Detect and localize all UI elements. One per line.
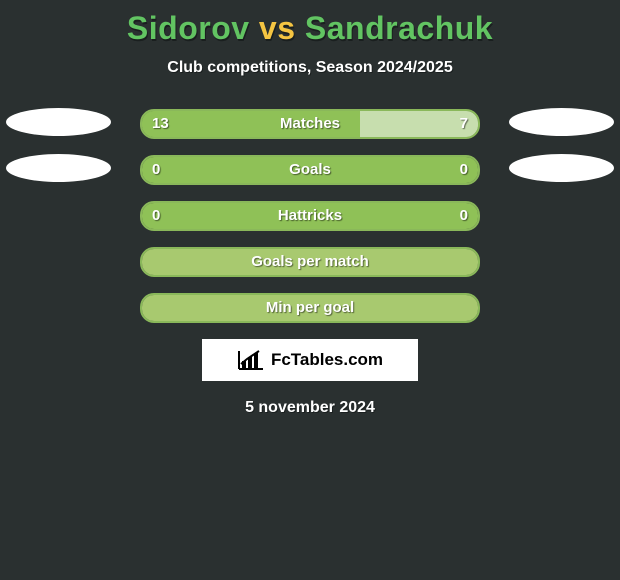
comparison-infographic: Sidorov vs Sandrachuk Club competitions,… — [0, 0, 620, 580]
stat-bar: Goals per match — [140, 247, 480, 277]
stat-label: Goals per match — [142, 249, 478, 275]
branding-text: FcTables.com — [271, 350, 383, 370]
snapshot-date: 5 november 2024 — [0, 399, 620, 417]
stat-row: Goals per match — [0, 247, 620, 273]
chart-icon — [237, 349, 265, 371]
stats-chart: 137Matches 00Goals 00Hattricks Goals per ma… — [0, 109, 620, 319]
stat-label: Hattricks — [142, 203, 478, 229]
player2-name: Sandrachuk — [305, 10, 493, 46]
stat-row: 00Goals — [0, 155, 620, 181]
stat-label: Goals — [142, 157, 478, 183]
player2-avatar — [509, 154, 614, 182]
player1-avatar — [6, 108, 111, 136]
stat-bar: 137Matches — [140, 109, 480, 139]
stat-bar: 00Goals — [140, 155, 480, 185]
player2-avatar — [509, 108, 614, 136]
branding-badge: FcTables.com — [202, 339, 418, 381]
stat-bar: 00Hattricks — [140, 201, 480, 231]
stat-row: 00Hattricks — [0, 201, 620, 227]
page-title: Sidorov vs Sandrachuk — [0, 0, 620, 47]
stat-row: Min per goal — [0, 293, 620, 319]
stat-label: Min per goal — [142, 295, 478, 321]
stat-label: Matches — [142, 111, 478, 137]
subtitle: Club competitions, Season 2024/2025 — [0, 59, 620, 77]
stat-bar: Min per goal — [140, 293, 480, 323]
player1-avatar — [6, 154, 111, 182]
vs-label: vs — [259, 10, 296, 46]
stat-row: 137Matches — [0, 109, 620, 135]
player1-name: Sidorov — [127, 10, 250, 46]
